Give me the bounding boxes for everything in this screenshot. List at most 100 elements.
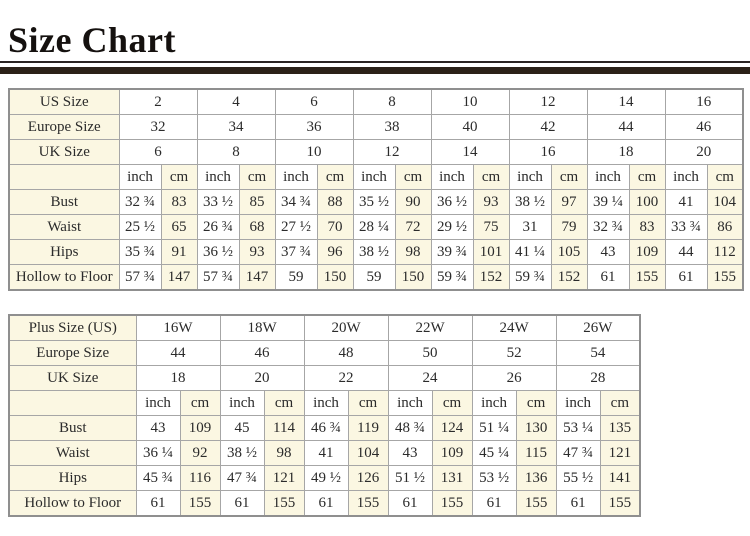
size-value-cell: 18 xyxy=(135,365,221,391)
measurement-value-cell: 147 xyxy=(238,264,276,291)
measurement-value-cell: 25 ½ xyxy=(118,214,162,240)
measurement-value-cell: 91 xyxy=(160,239,198,265)
size-value-cell: 12 xyxy=(352,139,432,165)
size-value-cell: 24 xyxy=(387,365,473,391)
size-row: Europe Size 32 34 36 38 40 42 44 46 xyxy=(8,114,744,140)
measurement-value-cell: 38 ½ xyxy=(508,189,552,215)
size-value-cell: 2 xyxy=(118,88,198,115)
unit-cm-header: cm xyxy=(628,164,666,190)
unit-inch-header: inch xyxy=(135,390,181,416)
measurement-value-cell: 96 xyxy=(316,239,354,265)
unit-cm-header: cm xyxy=(160,164,198,190)
measurement-value-cell: 105 xyxy=(550,239,588,265)
size-row: UK Size 6 8 10 12 14 16 18 20 xyxy=(8,139,744,165)
row-label: Bust xyxy=(8,415,137,441)
measurement-value-cell: 36 ½ xyxy=(430,189,474,215)
measurement-value-cell: 61 xyxy=(219,490,265,517)
measurement-value-cell: 59 ¾ xyxy=(508,264,552,291)
measurement-value-cell: 45 ¾ xyxy=(135,465,181,491)
unit-inch-header: inch xyxy=(274,164,318,190)
measurement-row: Waist 36 ¼ 92 38 ½ 98 41 104 43 109 45 ¼ 115 47 ¾ 12… xyxy=(8,440,641,466)
measurement-value-cell: 47 ¾ xyxy=(555,440,601,466)
unit-inch-header: inch xyxy=(664,164,708,190)
measurement-value-cell: 130 xyxy=(515,415,557,441)
measurement-value-cell: 51 ½ xyxy=(387,465,433,491)
size-value-cell: 8 xyxy=(352,88,432,115)
unit-inch-header: inch xyxy=(508,164,552,190)
measurement-row: Bust 32 ¾ 83 33 ½ 85 34 ¾ 88 35 ½ 90 36 ½ 93 38 ½ 97… xyxy=(8,189,744,215)
size-value-cell: 14 xyxy=(586,88,666,115)
measurement-value-cell: 85 xyxy=(238,189,276,215)
unit-cm-header: cm xyxy=(179,390,221,416)
size-value-cell: 16 xyxy=(664,88,744,115)
row-label: Europe Size xyxy=(8,114,120,140)
size-value-cell: 44 xyxy=(586,114,666,140)
measurement-value-cell: 147 xyxy=(160,264,198,291)
size-value-cell: 18W xyxy=(219,314,305,341)
measurement-value-cell: 79 xyxy=(550,214,588,240)
measurement-value-cell: 41 xyxy=(664,189,708,215)
row-label: Europe Size xyxy=(8,340,137,366)
measurement-value-cell: 49 ½ xyxy=(303,465,349,491)
measurement-value-cell: 61 xyxy=(586,264,630,291)
measurement-value-cell: 53 ½ xyxy=(471,465,517,491)
measurement-value-cell: 155 xyxy=(431,490,473,517)
measurement-value-cell: 100 xyxy=(628,189,666,215)
measurement-value-cell: 38 ½ xyxy=(352,239,396,265)
row-label: Waist xyxy=(8,214,120,240)
size-value-cell: 20W xyxy=(303,314,389,341)
measurement-value-cell: 35 ½ xyxy=(352,189,396,215)
measurement-value-cell: 27 ½ xyxy=(274,214,318,240)
unit-inch-header: inch xyxy=(219,390,265,416)
size-value-cell: 22W xyxy=(387,314,473,341)
measurement-value-cell: 29 ½ xyxy=(430,214,474,240)
unit-cm-header: cm xyxy=(431,390,473,416)
size-value-cell: 40 xyxy=(430,114,510,140)
measurement-value-cell: 86 xyxy=(706,214,744,240)
row-label: Bust xyxy=(8,189,120,215)
size-value-cell: 18 xyxy=(586,139,666,165)
size-value-cell: 34 xyxy=(196,114,276,140)
size-value-cell: 50 xyxy=(387,340,473,366)
measurement-value-cell: 72 xyxy=(394,214,432,240)
title-divider-bar xyxy=(0,67,750,74)
size-row: Europe Size 44 46 48 50 52 54 xyxy=(8,340,641,366)
measurement-value-cell: 37 ¾ xyxy=(274,239,318,265)
size-value-cell: 26W xyxy=(555,314,641,341)
row-label: UK Size xyxy=(8,139,120,165)
page: Size Chart US Size 2 4 6 8 10 12 14 16 Europe Siz… xyxy=(0,22,750,517)
unit-cm-header: cm xyxy=(472,164,510,190)
measurement-value-cell: 68 xyxy=(238,214,276,240)
unit-inch-header: inch xyxy=(196,164,240,190)
measurement-value-cell: 155 xyxy=(628,264,666,291)
measurement-value-cell: 39 ¼ xyxy=(586,189,630,215)
row-label: Hips xyxy=(8,239,120,265)
measurement-value-cell: 126 xyxy=(347,465,389,491)
measurement-value-cell: 57 ¾ xyxy=(118,264,162,291)
measurement-value-cell: 38 ½ xyxy=(219,440,265,466)
measurement-value-cell: 152 xyxy=(550,264,588,291)
measurement-value-cell: 45 xyxy=(219,415,265,441)
unit-cm-header: cm xyxy=(394,164,432,190)
measurement-value-cell: 61 xyxy=(387,490,433,517)
measurement-value-cell: 115 xyxy=(515,440,557,466)
unit-header-row: inch cm inch cm inch cm inch cm inch cm inch cm xyxy=(8,390,641,416)
size-value-cell: 52 xyxy=(471,340,557,366)
measurement-value-cell: 155 xyxy=(347,490,389,517)
measurement-value-cell: 46 ¾ xyxy=(303,415,349,441)
measurement-value-cell: 48 ¾ xyxy=(387,415,433,441)
size-value-cell: 6 xyxy=(118,139,198,165)
measurement-value-cell: 35 ¾ xyxy=(118,239,162,265)
measurement-value-cell: 119 xyxy=(347,415,389,441)
measurement-value-cell: 97 xyxy=(550,189,588,215)
measurement-value-cell: 43 xyxy=(387,440,433,466)
measurement-value-cell: 155 xyxy=(515,490,557,517)
measurement-value-cell: 109 xyxy=(179,415,221,441)
measurement-value-cell: 93 xyxy=(238,239,276,265)
size-value-cell: 6 xyxy=(274,88,354,115)
measurement-row: Waist 25 ½ 65 26 ¾ 68 27 ½ 70 28 ¼ 72 29 ½ 75 31 79 3… xyxy=(8,214,744,240)
measurement-value-cell: 150 xyxy=(316,264,354,291)
measurement-row: Hollow to Floor 61 155 61 155 61 155 61 155 61 155… xyxy=(8,490,641,517)
unit-cm-header: cm xyxy=(515,390,557,416)
